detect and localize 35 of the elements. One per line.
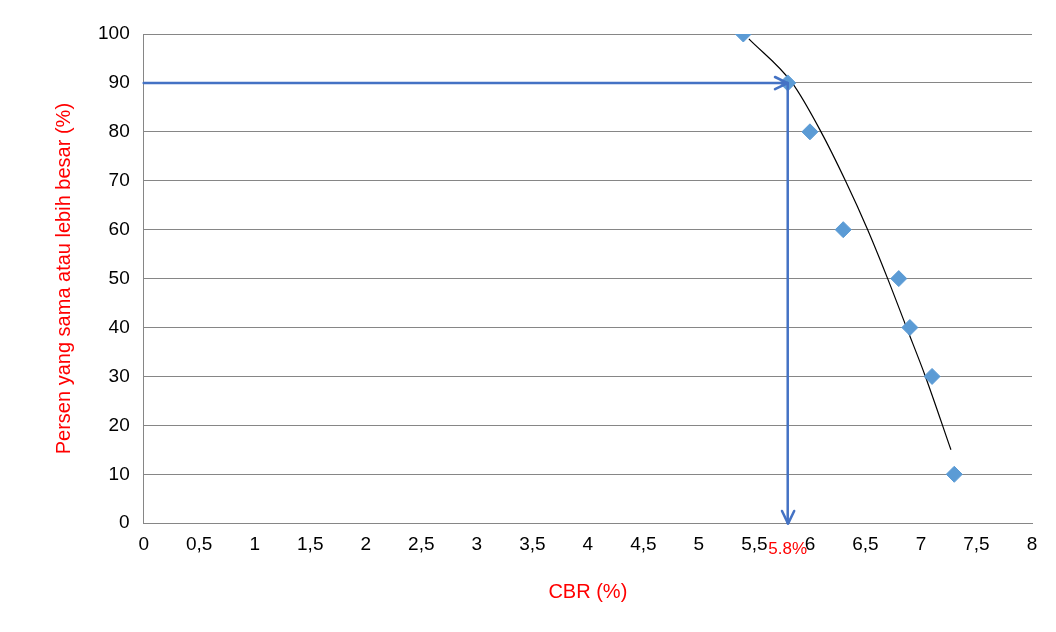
point bbox=[890, 270, 908, 288]
x-tick-label: 2 bbox=[360, 532, 372, 554]
x-tick-label: 7 bbox=[915, 532, 927, 554]
x-tick-label: 3,5 bbox=[519, 532, 546, 554]
y-tick-label: 30 bbox=[108, 364, 130, 386]
y-tick-label: 70 bbox=[108, 168, 130, 190]
x-tick-label: 7,5 bbox=[963, 532, 990, 554]
y-axis-title: Persen yang sama atau lebih besar (%) bbox=[51, 102, 74, 455]
point bbox=[834, 221, 852, 239]
x-tick-label: 6,5 bbox=[852, 532, 879, 554]
y-tick-label: 60 bbox=[108, 217, 130, 239]
x-tick-label: 0,5 bbox=[186, 532, 213, 554]
point bbox=[901, 319, 919, 337]
x-tick-label: 2,5 bbox=[408, 532, 435, 554]
point bbox=[923, 367, 941, 385]
x-tick-label: 4,5 bbox=[630, 532, 657, 554]
y-tick-label: 80 bbox=[108, 120, 130, 142]
y-tick-label: 50 bbox=[108, 266, 130, 288]
x-tick-label: 3 bbox=[471, 532, 483, 554]
y-tick-label: 10 bbox=[108, 462, 130, 484]
x-tick-label: 1,5 bbox=[297, 532, 324, 554]
x-tick-label: 8 bbox=[1026, 532, 1038, 554]
x-tick-label: 5 bbox=[693, 532, 705, 554]
x-axis-title: CBR (%) bbox=[548, 579, 628, 602]
x-tick-label: 1 bbox=[249, 532, 261, 554]
x-tick-label: 4 bbox=[582, 532, 594, 554]
x-tick-label: 5,5 bbox=[741, 532, 768, 554]
y-tick-label: 90 bbox=[108, 71, 130, 93]
point bbox=[801, 123, 819, 141]
point bbox=[945, 465, 963, 483]
y-tick-label: 100 bbox=[98, 22, 130, 44]
y-tick-label: 20 bbox=[108, 413, 130, 435]
y-tick-label: 40 bbox=[108, 315, 130, 337]
x-tick-label: 0 bbox=[138, 532, 149, 554]
y-tick-label: 0 bbox=[119, 511, 130, 533]
